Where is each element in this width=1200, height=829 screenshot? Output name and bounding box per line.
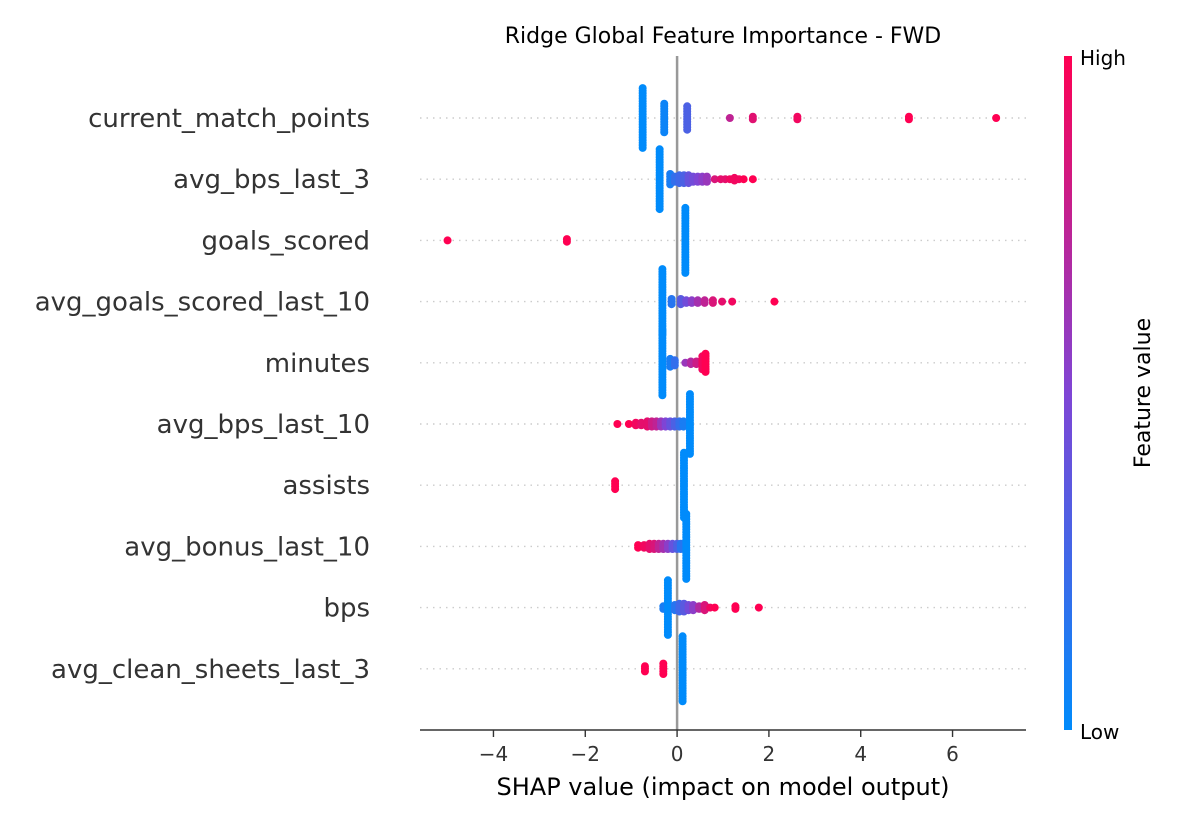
feature-label: avg_bps_last_10 xyxy=(157,410,370,440)
colorbar-title: Feature value xyxy=(1131,318,1156,468)
x-tick-label: −4 xyxy=(479,742,508,766)
shap-point xyxy=(659,670,668,678)
shap-point xyxy=(624,420,633,428)
feature-label: goals_scored xyxy=(202,226,370,256)
feature-label: assists xyxy=(282,471,370,501)
shap-point xyxy=(685,449,694,458)
feature-label: current_match_points xyxy=(88,104,370,134)
shap-point xyxy=(670,361,679,370)
shap-point xyxy=(443,236,452,245)
shap-point xyxy=(681,268,690,277)
feature-label: minutes xyxy=(265,349,370,379)
row-guide-lines xyxy=(420,117,1026,670)
x-ticks: −4 −2 0 2 4 6 xyxy=(479,730,959,766)
shap-point xyxy=(683,125,692,134)
feature-label: avg_goals_scored_last_10 xyxy=(35,288,370,318)
shap-point xyxy=(739,175,748,184)
shap-point xyxy=(689,606,698,615)
shap-point xyxy=(731,604,740,613)
shap-point xyxy=(718,297,727,306)
shap-point xyxy=(725,114,734,122)
shap-point xyxy=(634,543,643,552)
shap-point xyxy=(658,391,667,400)
colorbar xyxy=(1064,56,1072,730)
x-tick-label: 2 xyxy=(763,742,776,766)
shap-point xyxy=(701,367,710,376)
shap-point xyxy=(748,115,757,124)
shap-point xyxy=(728,297,737,306)
feature-label: bps xyxy=(323,594,370,624)
shap-point xyxy=(638,143,647,152)
shap-point xyxy=(710,603,719,612)
shap-point xyxy=(708,298,717,307)
shap-point xyxy=(710,175,719,184)
feature-label: avg_bonus_last_10 xyxy=(124,532,370,562)
shap-point xyxy=(679,422,688,431)
shap-point xyxy=(663,630,672,639)
shap-point xyxy=(754,603,763,612)
shap-point xyxy=(562,237,571,246)
feature-label: avg_clean_sheets_last_3 xyxy=(51,655,370,685)
x-tick-label: 6 xyxy=(946,742,959,766)
shap-point xyxy=(613,420,622,428)
shap-point xyxy=(637,421,646,430)
shap-point xyxy=(793,115,802,124)
shap-point xyxy=(660,128,669,137)
x-tick-label: 4 xyxy=(854,742,867,766)
shap-point xyxy=(748,175,757,184)
shap-point xyxy=(992,114,1001,122)
chart-title: Ridge Global Feature Importance - FWD xyxy=(505,24,942,49)
shap-point xyxy=(702,177,711,186)
shap-point xyxy=(904,115,913,124)
shap-point xyxy=(640,667,649,676)
shap-point xyxy=(692,360,701,369)
shap-point xyxy=(611,485,620,494)
shap-point xyxy=(655,205,664,214)
points-layer xyxy=(443,84,1001,706)
shap-point xyxy=(700,298,709,307)
shap-point xyxy=(770,297,779,306)
x-tick-label: −2 xyxy=(571,742,600,766)
shap-point xyxy=(667,300,676,309)
y-labels: current_match_points avg_bps_last_3 goals_… xyxy=(35,104,370,685)
x-axis-label: SHAP value (impact on model output) xyxy=(497,773,950,801)
shap-point xyxy=(682,574,691,583)
shap-point xyxy=(678,697,687,706)
colorbar-high-label: High xyxy=(1080,46,1126,70)
shap-point xyxy=(687,298,696,307)
colorbar-low-label: Low xyxy=(1080,720,1119,744)
shap-point xyxy=(693,298,702,307)
feature-label: avg_bps_last_3 xyxy=(173,165,370,195)
x-tick-label: 0 xyxy=(671,742,684,766)
